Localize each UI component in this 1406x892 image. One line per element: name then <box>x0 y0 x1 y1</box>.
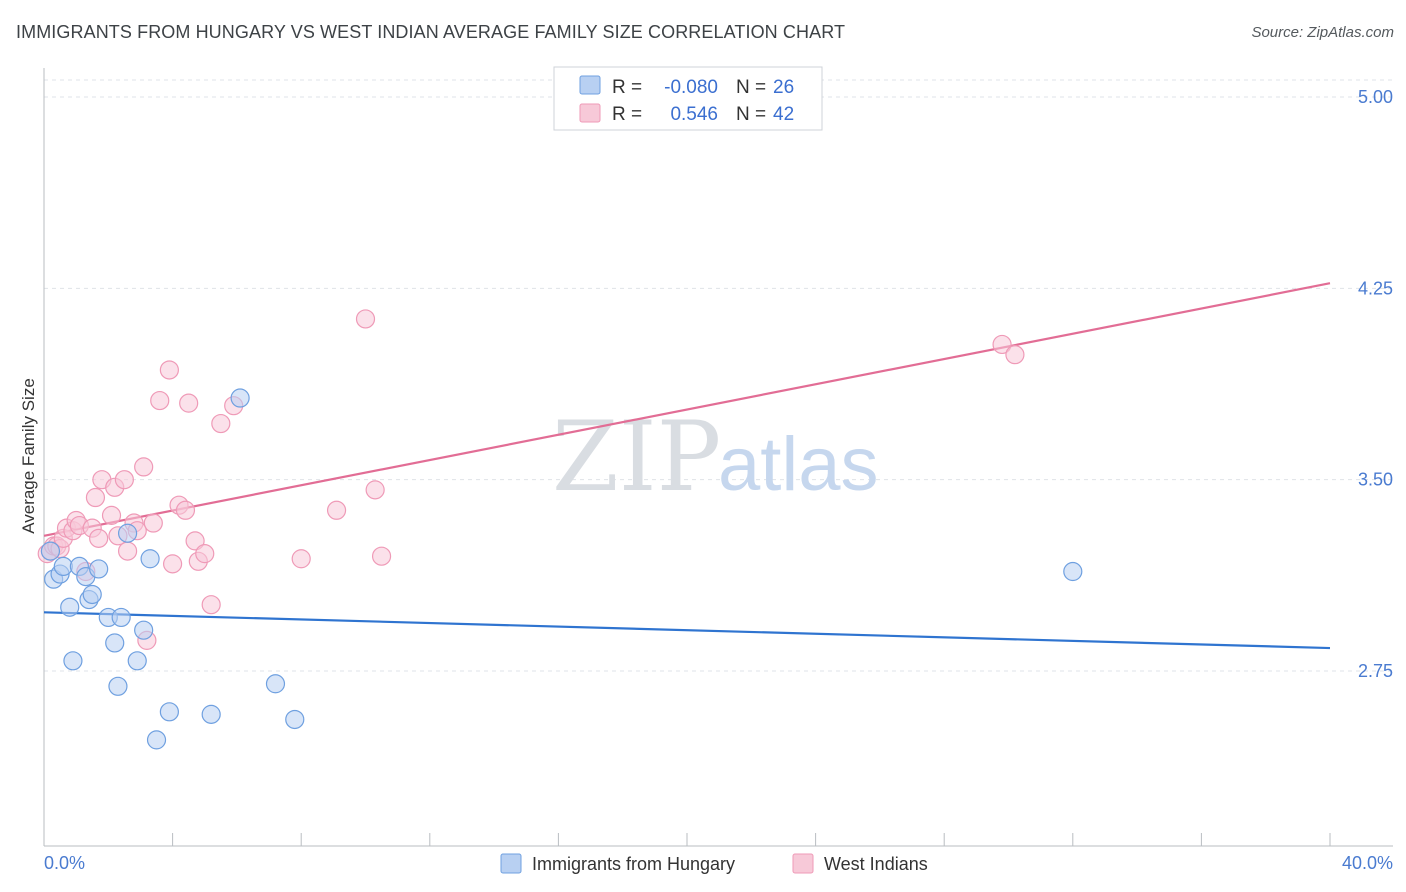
point-west-indians-12 <box>85 487 106 508</box>
point-west-indians-31 <box>185 531 205 551</box>
x-tick-label-min: 0.0% <box>44 853 85 873</box>
trend-line-west-indians <box>43 282 1331 537</box>
legend-r-label-hungary: R = <box>612 77 642 98</box>
point-hungary-10 <box>89 559 109 579</box>
y-tick-label-2-75: 2.75 <box>1358 661 1393 681</box>
point-west-indians-43 <box>1005 345 1025 365</box>
legend-n-label-hungary: N = <box>736 77 766 98</box>
point-hungary-20 <box>159 702 179 722</box>
chart-title: IMMIGRANTS FROM HUNGARY VS WEST INDIAN A… <box>16 22 846 42</box>
y-tick-label-5-00: 5.00 <box>1358 87 1393 107</box>
trend-line-hungary <box>43 611 1331 650</box>
watermark-atlas-text: atlas <box>718 422 879 507</box>
point-west-indians-41 <box>371 546 392 566</box>
bottom-legend-label-west-indians: West Indians <box>824 854 928 874</box>
y-tick-label-4-25: 4.25 <box>1358 278 1393 298</box>
point-west-indians-22 <box>134 457 154 477</box>
y-tick-label-3-50: 3.50 <box>1358 470 1393 490</box>
point-hungary-3 <box>53 556 73 577</box>
legend-n-label-west-indians: N = <box>736 104 766 125</box>
point-hungary-25 <box>1063 561 1083 582</box>
point-west-indians-34 <box>201 595 221 615</box>
point-west-indians-19 <box>117 541 138 561</box>
point-west-indians-30 <box>179 393 199 413</box>
point-hungary-19 <box>146 730 167 750</box>
legend-r-value-hungary: -0.080 <box>664 77 718 98</box>
point-hungary-18 <box>140 549 160 569</box>
point-west-indians-18 <box>114 470 134 490</box>
point-hungary-13 <box>108 676 128 696</box>
point-west-indians-25 <box>150 390 170 411</box>
bottom-legend-swatch-west-indians <box>792 853 814 874</box>
bottom-legend-swatch-hungary <box>500 853 522 874</box>
watermark: ZIP atlas <box>552 401 879 513</box>
point-west-indians-33 <box>195 544 215 564</box>
point-west-indians-29 <box>175 500 196 520</box>
series-legend: Immigrants from Hungary West Indians <box>500 853 928 874</box>
legend-swatch-hungary <box>579 75 601 95</box>
legend-n-value-hungary: 26 <box>773 77 794 98</box>
legend-n-value-west-indians: 42 <box>773 104 794 125</box>
point-west-indians-13 <box>89 528 109 548</box>
y-axis-label: Average Family Size <box>19 378 38 534</box>
point-west-indians-40 <box>365 480 385 500</box>
trend-lines <box>43 282 1331 650</box>
point-west-indians-15 <box>101 505 122 525</box>
point-west-indians-37 <box>291 549 311 569</box>
point-hungary-17 <box>134 620 154 640</box>
point-west-indians-24 <box>143 513 163 533</box>
data-points <box>37 309 1083 750</box>
point-hungary-23 <box>265 674 286 694</box>
point-hungary-22 <box>230 388 250 408</box>
point-hungary-15 <box>117 523 138 543</box>
point-hungary-14 <box>111 607 131 628</box>
point-west-indians-39 <box>355 309 376 329</box>
point-hungary-24 <box>285 709 305 730</box>
correlation-legend: R = -0.080 N = 26 R = 0.546 N = 42 <box>553 66 823 131</box>
point-hungary-4 <box>60 597 80 617</box>
legend-r-value-west-indians: 0.546 <box>670 104 718 125</box>
legend-swatch-west-indians <box>579 103 601 123</box>
point-hungary-12 <box>105 633 125 653</box>
point-hungary-5 <box>63 651 83 671</box>
legend-r-label-west-indians: R = <box>612 104 642 125</box>
x-axis-ticks <box>43 833 1331 846</box>
point-hungary-0 <box>40 541 61 561</box>
point-west-indians-27 <box>163 554 183 574</box>
point-hungary-21 <box>201 704 221 724</box>
point-west-indians-42 <box>992 334 1012 355</box>
source-label: Source: ZipAtlas.com <box>1251 24 1394 41</box>
grid-lines <box>44 79 1393 672</box>
point-hungary-16 <box>127 651 147 671</box>
bottom-legend-label-hungary: Immigrants from Hungary <box>532 854 735 874</box>
point-west-indians-35 <box>211 413 231 434</box>
point-west-indians-38 <box>326 500 347 520</box>
x-tick-label-max: 40.0% <box>1342 853 1393 873</box>
point-west-indians-26 <box>159 360 179 380</box>
watermark-zip-text: ZIP <box>552 401 721 513</box>
point-hungary-9 <box>82 584 102 605</box>
